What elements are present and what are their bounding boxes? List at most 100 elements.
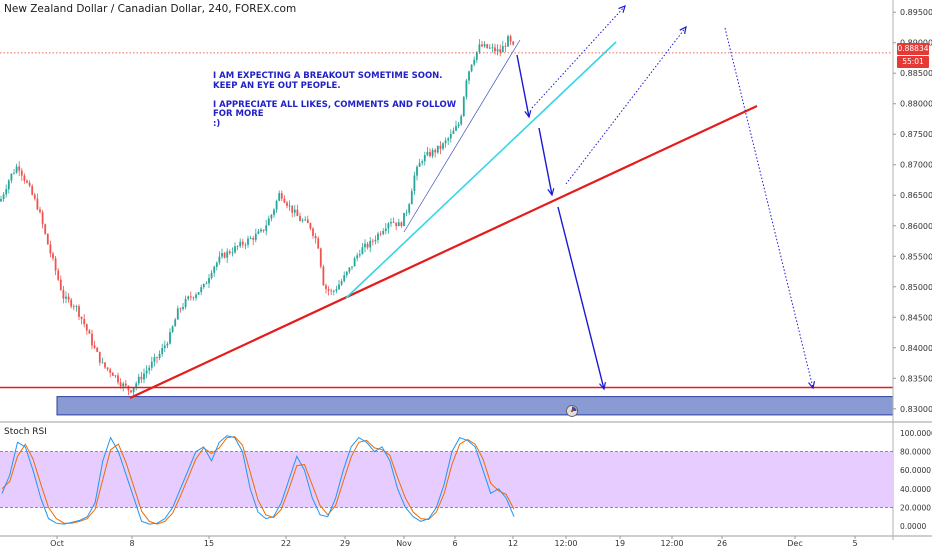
candle-body	[236, 246, 239, 247]
down-arrow-3-head	[599, 382, 606, 391]
stoch-tick-label: 20.0000	[900, 503, 931, 512]
candle-body	[111, 372, 114, 376]
up-dotted-arrow-2-head	[679, 25, 687, 34]
candle-body	[244, 244, 247, 246]
time-tick-label: 22	[281, 539, 291, 548]
candle-body	[504, 46, 507, 47]
candle-body	[166, 343, 169, 346]
candle-body	[114, 375, 117, 377]
candle-body	[39, 209, 41, 213]
candle-body	[395, 222, 398, 227]
candle-body	[309, 223, 312, 229]
candle-body	[330, 290, 333, 292]
note-line: KEEP AN EYE OUT PEOPLE.	[213, 80, 341, 91]
candle-body	[26, 180, 28, 183]
time-tick-label: 8	[129, 539, 134, 548]
candle-body	[83, 318, 86, 325]
candle-body	[23, 175, 26, 181]
candle-body	[364, 243, 366, 248]
candle-body	[379, 233, 382, 235]
up-dotted-arrow-1	[531, 5, 626, 109]
candle-body	[156, 357, 158, 358]
clock-icon[interactable]	[566, 405, 578, 417]
candle-body	[408, 204, 411, 213]
candle-body	[13, 172, 15, 174]
time-tick-label: 6	[452, 539, 457, 548]
current-price-badge: 0.88834	[897, 43, 929, 55]
candle-body	[345, 271, 348, 276]
candle-body	[265, 225, 268, 231]
candle-body	[322, 266, 325, 286]
candle-body	[205, 283, 208, 285]
stoch-series-line	[1, 435, 515, 525]
stoch-series-line	[1, 436, 515, 525]
candle-body	[356, 255, 359, 259]
candle-body	[436, 145, 439, 153]
time-tick-label: 26	[717, 539, 727, 548]
candle-body	[202, 283, 205, 288]
time-tick-label: 15	[204, 539, 214, 548]
candle-body	[475, 51, 478, 60]
candle-body	[5, 189, 8, 195]
candle-body	[252, 238, 255, 240]
candle-body	[348, 267, 351, 272]
candle-body	[512, 41, 515, 45]
candle-body	[291, 205, 294, 213]
candle-body	[171, 326, 174, 332]
candle-body	[319, 248, 322, 267]
up-dotted-arrow-2	[565, 26, 687, 185]
candle-body	[382, 230, 385, 235]
stoch-tick-label: 40.0000	[900, 485, 931, 494]
candle-body	[426, 151, 429, 156]
thin-trendline	[403, 39, 521, 233]
time-tick-label: 12:00	[660, 539, 683, 548]
cyan-trendline	[345, 41, 617, 299]
demand-zone	[56, 396, 894, 416]
candle-body	[270, 214, 273, 219]
candle-body	[197, 292, 200, 295]
candle-body	[444, 140, 447, 144]
price-tick-label: 0.86500	[900, 191, 932, 200]
stoch-band	[0, 451, 893, 508]
candle-body	[20, 170, 23, 176]
candle-body	[231, 252, 234, 254]
candle-body	[421, 161, 424, 163]
candle-body	[143, 373, 145, 380]
candle-body	[241, 241, 244, 245]
indicator-label[interactable]: Stoch RSI	[4, 427, 47, 437]
candle-body	[247, 238, 249, 245]
candle-body	[468, 71, 470, 81]
candle-body	[299, 215, 301, 222]
time-tick-label: Oct	[50, 539, 64, 548]
candle-body	[70, 299, 73, 307]
candle-body	[145, 370, 148, 374]
candle-body	[462, 96, 465, 117]
candle-body	[377, 233, 379, 240]
candle-body	[161, 348, 164, 354]
candle-body	[442, 143, 444, 149]
candle-body	[275, 200, 278, 210]
candle-body	[397, 222, 400, 227]
candle-body	[28, 182, 31, 186]
candle-body	[18, 166, 21, 171]
down-arrow-2-head	[547, 188, 555, 197]
price-tick-label: 0.88500	[900, 69, 932, 78]
candle-body	[283, 198, 286, 203]
candle-body	[374, 239, 377, 242]
down-arrow-1	[516, 54, 530, 118]
candle-body	[301, 220, 304, 222]
candle-body	[124, 383, 127, 386]
time-tick-label: 19	[615, 539, 625, 548]
candle-body	[260, 229, 262, 232]
candle-body	[371, 240, 374, 242]
grid	[0, 421, 932, 537]
candle-body	[117, 375, 119, 383]
candle-body	[429, 151, 431, 157]
candle-body	[54, 258, 57, 271]
price-tick-label: 0.84500	[900, 313, 932, 322]
candle-body	[234, 246, 236, 253]
down-arrow-2	[538, 127, 553, 196]
candle-body	[439, 145, 442, 149]
candle-body	[78, 306, 80, 317]
